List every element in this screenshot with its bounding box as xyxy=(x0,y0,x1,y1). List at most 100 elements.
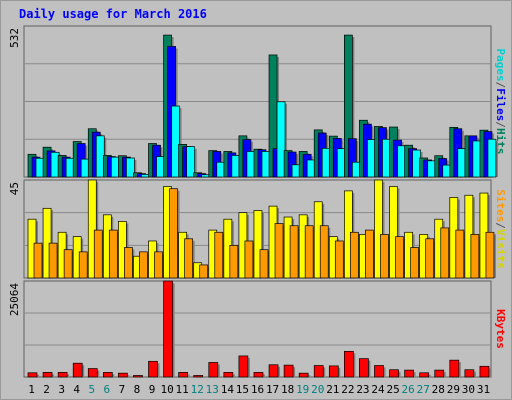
sites-bar-day-2 xyxy=(48,242,58,279)
sites-bar-day-22 xyxy=(350,231,359,279)
x-tick-day-3: 3 xyxy=(58,383,65,396)
x-tick-day-9: 9 xyxy=(149,383,156,396)
x-tick-day-5: 5 xyxy=(88,383,95,396)
sites-bar-day-9 xyxy=(154,251,163,279)
kbytes-bar-day-4 xyxy=(72,362,83,378)
sites-bar-day-30 xyxy=(470,234,480,279)
kbytes-bar-day-21 xyxy=(328,365,339,378)
legend-visits: Visits xyxy=(494,229,507,269)
x-tick-day-28: 28 xyxy=(432,383,445,396)
sites-bar-day-1 xyxy=(33,242,43,279)
kbytes-bar-day-26 xyxy=(404,369,414,378)
x-tick-day-22: 22 xyxy=(341,383,354,396)
visits-bar-day-5 xyxy=(87,179,97,279)
legend-slash: / xyxy=(494,121,507,128)
x-tick-day-18: 18 xyxy=(281,383,294,396)
plot-area-3 xyxy=(23,280,492,378)
sites-bar-day-29 xyxy=(455,229,465,279)
visits-bar-day-25 xyxy=(389,186,398,279)
kbytes-bar-day-29 xyxy=(449,359,460,378)
x-tick-day-21: 21 xyxy=(326,383,339,396)
kbytes-bar-day-24 xyxy=(374,365,384,378)
x-tick-day-10: 10 xyxy=(160,383,173,396)
sites-bar-day-19 xyxy=(304,225,314,279)
y-max-label: 25064 xyxy=(8,283,21,316)
sites-bar-day-4 xyxy=(78,251,88,279)
pages-bar-day-7 xyxy=(126,157,135,178)
pages-bar-day-10 xyxy=(171,105,180,178)
kbytes-bar-day-2 xyxy=(42,372,53,378)
x-tick-day-12: 12 xyxy=(191,383,204,396)
x-tick-day-31: 31 xyxy=(477,383,490,396)
x-tick-day-16: 16 xyxy=(251,383,264,396)
kbytes-bar-day-1 xyxy=(27,372,38,378)
legend-slash: / xyxy=(494,222,507,229)
sites-bar-day-18 xyxy=(289,225,299,279)
sites-bar-day-15 xyxy=(244,240,254,279)
visits-bar-day-24 xyxy=(374,179,383,279)
kbytes-bar-day-10 xyxy=(163,280,173,378)
sites-bar-day-21 xyxy=(334,240,344,279)
x-tick-day-29: 29 xyxy=(447,383,460,396)
kbytes-bar-day-12 xyxy=(193,375,204,378)
kbytes-bar-day-20 xyxy=(313,365,324,378)
kbytes-bar-day-13 xyxy=(208,362,219,378)
sites-bar-day-13 xyxy=(214,231,224,279)
x-tick-day-20: 20 xyxy=(311,383,324,396)
sites-bar-day-26 xyxy=(410,247,419,279)
legend-label: KBytes xyxy=(494,309,507,349)
x-tick-day-7: 7 xyxy=(119,383,126,396)
sites-bar-day-23 xyxy=(365,229,374,279)
kbytes-bar-day-6 xyxy=(102,372,113,378)
sites-bar-day-24 xyxy=(380,234,389,279)
legend-files: Files xyxy=(494,88,507,121)
sites-bar-day-12 xyxy=(199,264,209,279)
sites-bar-day-6 xyxy=(108,229,118,279)
kbytes-bar-day-19 xyxy=(298,372,309,378)
x-tick-day-11: 11 xyxy=(176,383,189,396)
kbytes-bar-day-8 xyxy=(133,375,143,378)
x-tick-day-26: 26 xyxy=(402,383,415,396)
x-tick-day-23: 23 xyxy=(356,383,369,396)
kbytes-bar-day-22 xyxy=(344,350,354,378)
y-max-label: 532 xyxy=(8,28,21,48)
legend-label: Sites/Visits xyxy=(494,189,507,269)
kbytes-bar-day-18 xyxy=(283,364,294,378)
kbytes-bar-day-15 xyxy=(238,355,249,378)
sites-bar-day-8 xyxy=(139,251,148,279)
kbytes-bar-day-3 xyxy=(57,372,68,378)
x-tick-day-17: 17 xyxy=(266,383,279,396)
x-tick-day-6: 6 xyxy=(104,383,111,396)
legend-kbytes: KBytes xyxy=(494,309,507,349)
sites-bar-day-10 xyxy=(169,188,178,279)
sites-bar-day-27 xyxy=(425,238,435,279)
x-tick-day-24: 24 xyxy=(371,383,385,396)
legend-pages: Pages xyxy=(494,49,507,82)
kbytes-bar-day-17 xyxy=(268,364,279,378)
sites-bar-day-28 xyxy=(440,227,450,279)
kbytes-bar-day-7 xyxy=(118,372,128,378)
x-tick-day-25: 25 xyxy=(386,383,399,396)
kbytes-bar-day-30 xyxy=(464,369,475,378)
sites-bar-day-16 xyxy=(259,249,269,279)
sites-bar-day-17 xyxy=(274,223,284,279)
x-tick-day-14: 14 xyxy=(221,383,235,396)
sites-bar-day-20 xyxy=(319,225,329,279)
pages-bar-day-31 xyxy=(487,138,497,178)
x-tick-day-4: 4 xyxy=(73,383,80,396)
chart-title: Daily usage for March 2016 xyxy=(19,7,207,21)
x-tick-day-30: 30 xyxy=(462,383,475,396)
x-tick-day-13: 13 xyxy=(206,383,219,396)
kbytes-bar-day-31 xyxy=(479,365,490,378)
x-tick-day-8: 8 xyxy=(134,383,141,396)
sites-bar-day-31 xyxy=(485,231,495,279)
sites-bar-day-3 xyxy=(63,249,73,279)
sites-bar-day-5 xyxy=(93,229,103,279)
sites-bar-day-11 xyxy=(184,238,193,279)
sites-bar-day-7 xyxy=(124,247,133,279)
x-tick-day-27: 27 xyxy=(417,383,430,396)
x-tick-day-15: 15 xyxy=(236,383,249,396)
kbytes-bar-day-28 xyxy=(434,369,445,378)
legend-label: Pages/Files/Hits xyxy=(494,49,507,155)
kbytes-bar-day-16 xyxy=(253,372,264,378)
